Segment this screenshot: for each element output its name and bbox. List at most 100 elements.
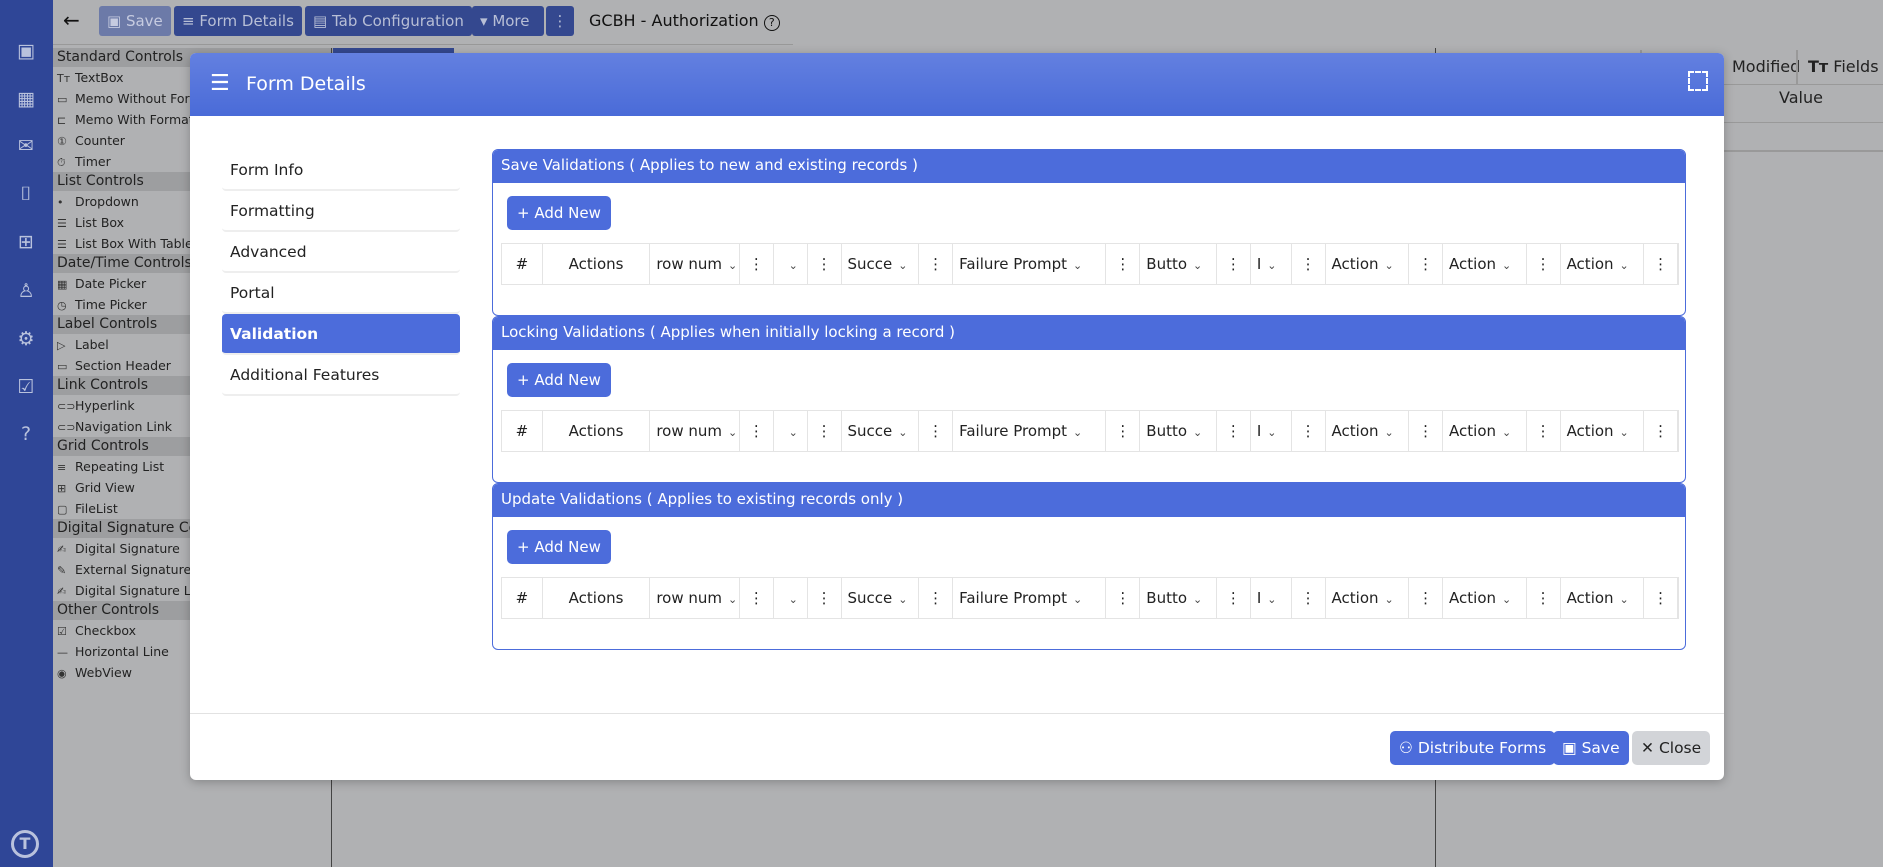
chevron-down-icon[interactable]: ⌄ <box>1502 593 1512 606</box>
column-menu-button[interactable]: ⋮ <box>1527 244 1561 284</box>
chevron-down-icon[interactable]: ⌄ <box>1193 426 1203 439</box>
column-menu-button[interactable]: ⋮ <box>1644 411 1679 451</box>
fullscreen-icon[interactable] <box>1688 71 1708 91</box>
column-header[interactable]: Action ⌄ <box>1561 578 1645 618</box>
chevron-down-icon[interactable]: ⌄ <box>1502 426 1512 439</box>
column-header[interactable]: row num ⌄ <box>650 244 740 284</box>
column-menu-button[interactable]: ⋮ <box>1409 244 1444 284</box>
chevron-down-icon[interactable]: ⌄ <box>1267 593 1277 606</box>
column-menu-button[interactable]: ⋮ <box>740 578 774 618</box>
column-header[interactable]: Butto ⌄ <box>1140 411 1217 451</box>
column-menu-button[interactable]: ⋮ <box>1106 411 1141 451</box>
palette-item[interactable]: ▦ Date Picker <box>53 273 333 294</box>
tab-configuration-button[interactable]: ▤ Tab Configuration <box>305 6 472 36</box>
palette-item[interactable]: ◷ Time Picker <box>53 294 333 315</box>
column-menu-button[interactable]: ⋮ <box>1292 244 1326 284</box>
column-header[interactable]: Action ⌄ <box>1443 578 1527 618</box>
chevron-down-icon[interactable]: ⌄ <box>898 259 908 272</box>
column-header[interactable]: Action ⌄ <box>1326 578 1410 618</box>
palette-item[interactable]: ≡ Repeating List <box>53 456 333 477</box>
chevron-down-icon[interactable]: ⌄ <box>1193 259 1203 272</box>
chevron-down-icon[interactable]: ⌄ <box>728 259 738 272</box>
column-menu-button[interactable]: ⋮ <box>808 578 842 618</box>
chevron-down-icon[interactable]: ⌄ <box>1073 593 1083 606</box>
column-header[interactable]: Action ⌄ <box>1326 244 1410 284</box>
tab-fields[interactable]: Tт Fields <box>1796 50 1883 84</box>
palette-item[interactable]: ▷ Label <box>53 334 333 355</box>
medical-kit-icon[interactable]: ⊞ <box>18 231 34 253</box>
column-menu-button[interactable]: ⋮ <box>1644 244 1679 284</box>
column-header[interactable]: I ⌄ <box>1251 411 1292 451</box>
palette-item[interactable]: — Horizontal Line <box>53 641 333 662</box>
column-menu-button[interactable]: ⋮ <box>1217 411 1251 451</box>
palette-item[interactable]: ① Counter <box>53 130 333 151</box>
column-menu-button[interactable]: ⋮ <box>919 578 954 618</box>
column-menu-button[interactable]: ⋮ <box>1527 411 1561 451</box>
column-header[interactable]: ⌄ <box>774 578 808 618</box>
column-header[interactable]: ⌄ <box>774 411 808 451</box>
column-header[interactable]: Failure Prompt ⌄ <box>953 411 1107 451</box>
column-menu-button[interactable]: ⋮ <box>1292 578 1326 618</box>
nav-item-portal[interactable]: Portal <box>222 273 460 314</box>
chevron-down-icon[interactable]: ⌄ <box>1073 259 1083 272</box>
help-icon[interactable]: ? <box>20 423 32 445</box>
close-button[interactable]: ✕ Close <box>1632 731 1711 765</box>
menu-icon[interactable]: ☰ <box>210 71 230 96</box>
column-menu-button[interactable]: ⋮ <box>1217 578 1251 618</box>
palette-item[interactable]: ◉ WebView <box>53 662 333 683</box>
checklist-icon[interactable]: ☑ <box>17 376 35 398</box>
add-new-button[interactable]: + Add New <box>507 530 611 564</box>
column-menu-button[interactable]: ⋮ <box>1527 578 1561 618</box>
chevron-down-icon[interactable]: ⌄ <box>1619 593 1629 606</box>
chevron-down-icon[interactable]: ⌄ <box>898 426 908 439</box>
chevron-down-icon[interactable]: ⌄ <box>1267 259 1277 272</box>
nav-item-formatting[interactable]: Formatting <box>222 191 460 232</box>
nav-item-form-info[interactable]: Form Info <box>222 150 460 191</box>
column-header[interactable]: Failure Prompt ⌄ <box>953 244 1107 284</box>
distribute-forms-button[interactable]: ⚇ Distribute Forms <box>1390 731 1556 765</box>
palette-item[interactable]: ☑ Checkbox <box>53 620 333 641</box>
column-menu-button[interactable]: ⋮ <box>808 411 842 451</box>
chevron-down-icon[interactable]: ⌄ <box>1502 259 1512 272</box>
user-icon[interactable]: ♙ <box>17 280 35 302</box>
chevron-down-icon[interactable]: ⌄ <box>728 593 738 606</box>
chevron-down-icon[interactable]: ⌄ <box>1384 426 1394 439</box>
modal-save-button[interactable]: ▣ Save <box>1553 731 1629 765</box>
nav-item-validation[interactable]: Validation <box>222 314 460 355</box>
back-button[interactable]: ← <box>63 8 80 32</box>
column-header[interactable]: I ⌄ <box>1251 244 1292 284</box>
palette-item[interactable]: ✎ External Signature <box>53 559 333 580</box>
form-details-button[interactable]: ≡ Form Details <box>174 6 302 36</box>
palette-item[interactable]: ⊏ Memo With Formatting <box>53 109 333 130</box>
add-new-button[interactable]: + Add New <box>507 196 611 230</box>
chevron-down-icon[interactable]: ⌄ <box>1193 593 1203 606</box>
column-header[interactable]: Butto ⌄ <box>1140 578 1217 618</box>
more-button[interactable]: ▾ More <box>472 6 544 36</box>
column-header[interactable]: Action ⌄ <box>1443 244 1527 284</box>
calendar-icon[interactable]: ▦ <box>17 88 35 110</box>
chevron-down-icon[interactable]: ⌄ <box>1619 259 1629 272</box>
palette-item[interactable]: ⊞ Grid View <box>53 477 333 498</box>
chevron-down-icon[interactable]: ⌄ <box>1267 426 1277 439</box>
column-menu-button[interactable]: ⋮ <box>808 244 842 284</box>
palette-item[interactable]: Tт TextBox <box>53 67 333 88</box>
nav-item-advanced[interactable]: Advanced <box>222 232 460 273</box>
contact-card-icon[interactable]: ▣ <box>17 40 35 62</box>
column-header[interactable]: Action ⌄ <box>1561 244 1645 284</box>
column-header[interactable]: ⌄ <box>774 244 808 284</box>
column-header[interactable]: Succe ⌄ <box>842 411 920 451</box>
column-menu-button[interactable]: ⋮ <box>919 411 954 451</box>
column-header[interactable]: Action ⌄ <box>1561 411 1645 451</box>
column-header[interactable]: row num ⌄ <box>650 411 740 451</box>
column-menu-button[interactable]: ⋮ <box>1409 411 1444 451</box>
column-menu-button[interactable]: ⋮ <box>1409 578 1444 618</box>
column-header[interactable]: Failure Prompt ⌄ <box>953 578 1107 618</box>
chevron-down-icon[interactable]: ⌄ <box>788 259 798 272</box>
save-button[interactable]: ▣ Save <box>99 6 171 36</box>
column-header[interactable]: Succe ⌄ <box>842 578 920 618</box>
document-scan-icon[interactable]: ⌷ <box>20 183 32 205</box>
column-header[interactable]: Butto ⌄ <box>1140 244 1217 284</box>
column-menu-button[interactable]: ⋮ <box>1217 244 1251 284</box>
column-menu-button[interactable]: ⋮ <box>740 411 774 451</box>
more-options-button[interactable]: ⋮ <box>546 6 574 36</box>
